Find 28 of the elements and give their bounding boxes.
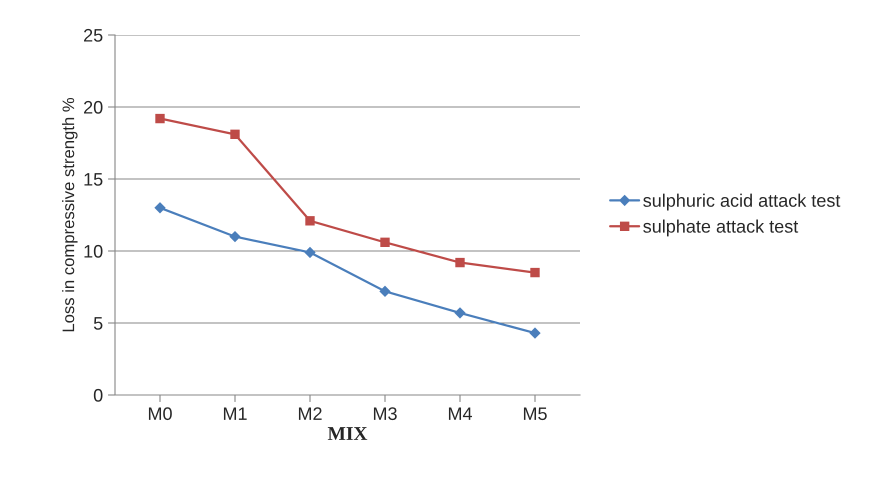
x-axis-title: MIX [328, 427, 368, 440]
point [380, 286, 390, 297]
point [230, 130, 240, 140]
legend-label: sulphate attack test [643, 220, 798, 236]
x-tick-label: M5 [524, 407, 547, 420]
y-tick-label: 20 [84, 100, 102, 114]
y-tick-label: 15 [84, 173, 102, 186]
point [455, 258, 465, 268]
x-tick-label: M3 [374, 407, 397, 420]
point [155, 114, 165, 124]
y-tick-label: 25 [84, 28, 102, 42]
point [454, 307, 466, 318]
point [304, 247, 316, 258]
point [154, 202, 166, 214]
point [305, 216, 315, 226]
x-tick-label: M0 [148, 407, 172, 420]
legend-label: sulphuric acid attack test [643, 194, 840, 210]
x-tick-label: M4 [448, 407, 472, 420]
y-tick-label: 10 [84, 244, 102, 258]
point [230, 231, 240, 242]
x-tick-label: M2 [298, 407, 322, 420]
point [530, 268, 540, 278]
y-axis-title: Loss in compressive strength % [62, 98, 78, 332]
point [530, 328, 540, 339]
y-tick-label: 5 [94, 317, 102, 330]
y-tick-label: 0 [94, 388, 102, 402]
point [380, 238, 390, 248]
x-tick-label: M1 [224, 407, 247, 420]
